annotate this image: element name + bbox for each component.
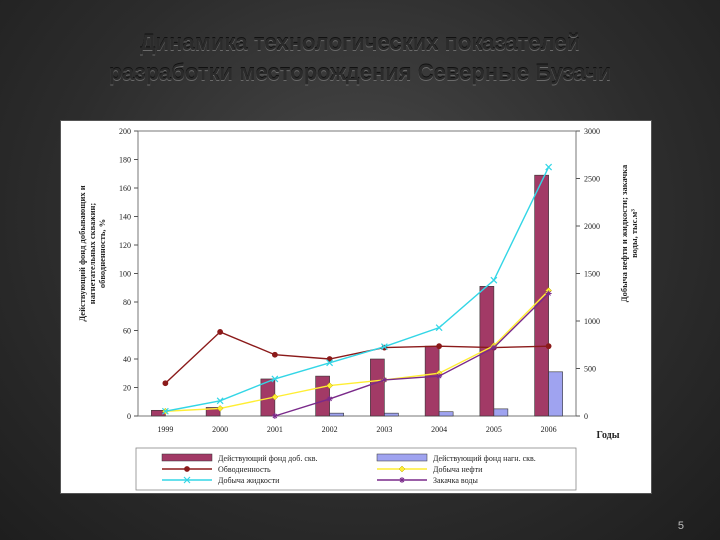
- point-obvodnennost: [217, 329, 224, 335]
- bar-fond-dob: [315, 375, 330, 417]
- x-tick-label: 1999: [157, 425, 173, 434]
- y-left-tick-label: 120: [119, 241, 131, 250]
- x-tick-label: 2000: [212, 425, 228, 434]
- y-left-tick-label: 160: [119, 184, 131, 193]
- page-number: 5: [677, 520, 684, 532]
- bar-fond-dob: [370, 358, 385, 417]
- bar-fond-nagn: [384, 412, 399, 417]
- legend-swatch: [376, 453, 428, 462]
- y-left-tick-label: 20: [123, 384, 131, 393]
- y-left-axis-title-line: обводненность, %: [97, 219, 107, 288]
- x-tick-label: 2005: [486, 425, 502, 434]
- slide-title-line-1: Динамика технологических показателей: [139, 30, 581, 55]
- point-obvodnennost: [545, 343, 552, 350]
- bar-fond-nagn: [493, 408, 509, 417]
- x-tick-label: 2002: [322, 425, 338, 434]
- y-right-tick-label: 0: [584, 412, 588, 421]
- point-dobycha-zhidkosti: [490, 276, 498, 284]
- y-right-tick-label: 2500: [584, 175, 600, 184]
- point-zakachka-vody: [490, 344, 497, 351]
- y-right-tick-label: 1000: [584, 317, 600, 326]
- chart-svg: 0204060801001201401601802000500100015002…: [77, 127, 639, 491]
- legend-label: Добыча нефти: [433, 465, 483, 474]
- y-right-tick-label: 500: [584, 365, 596, 374]
- point-zakachka-vody: [381, 376, 388, 383]
- line-dobycha-nefti: [165, 290, 550, 412]
- point-obvodnennost: [162, 380, 169, 387]
- bar-fond-nagn: [329, 412, 344, 417]
- point-dobycha-nefti: [326, 382, 333, 389]
- slide-title-line-2: разработки месторождения Северные Бузачи: [108, 60, 612, 85]
- slide-title: Динамика технологических показателей раз…: [0, 28, 720, 88]
- legend-marker: [399, 477, 405, 483]
- legend-label: Обводненность: [218, 465, 271, 474]
- y-left-tick-label: 140: [119, 213, 131, 222]
- point-dobycha-zhidkosti: [216, 397, 224, 405]
- bar-fond-nagn: [548, 371, 563, 417]
- y-right-tick-label: 3000: [584, 127, 600, 136]
- legend-marker: [183, 476, 191, 484]
- point-dobycha-zhidkosti: [380, 343, 388, 351]
- x-axis-title: Годы: [596, 430, 619, 441]
- line-dobycha-zhidkosti: [165, 166, 550, 412]
- point-obvodnennost: [271, 351, 278, 358]
- line-zakachka-vody: [274, 292, 550, 417]
- y-right-axis-title-line: Добыча нефти и жидкости; закачка: [619, 164, 629, 302]
- legend-label: Действующий фонд доб. скв.: [218, 454, 318, 463]
- y-right-tick-label: 1500: [584, 270, 600, 279]
- x-tick-label: 2001: [267, 425, 283, 434]
- y-left-axis-title-line: Действующий фонд добывающих и: [77, 185, 87, 321]
- point-dobycha-nefti: [216, 405, 224, 412]
- point-zakachka-vody: [271, 413, 278, 419]
- x-tick-label: 2003: [376, 425, 392, 434]
- point-zakachka-vody: [545, 290, 552, 297]
- bar-fond-dob: [424, 345, 440, 417]
- legend-marker: [398, 465, 406, 473]
- y-right-axis-title-line: воды, тыс.м³: [629, 209, 639, 258]
- point-dobycha-zhidkosti: [326, 359, 334, 367]
- point-dobycha-zhidkosti: [161, 407, 169, 415]
- legend-swatch: [161, 453, 213, 462]
- legend-marker: [184, 466, 190, 472]
- y-left-tick-label: 80: [123, 298, 131, 307]
- y-left-axis-title-line: нагнетательных скважин;: [87, 203, 97, 305]
- line-obvodnennost: [164, 331, 549, 384]
- point-obvodnennost: [436, 343, 443, 350]
- y-left-tick-label: 40: [123, 355, 131, 364]
- point-dobycha-zhidkosti: [545, 163, 553, 171]
- x-tick-label: 2004: [431, 425, 447, 434]
- point-dobycha-nefti: [271, 393, 279, 401]
- x-tick-label: 2006: [541, 425, 557, 434]
- legend-label: Действующий фонд нагн. скв.: [433, 454, 536, 463]
- y-left-tick-label: 0: [127, 412, 131, 421]
- y-right-axis-title: Добыча нефти и жидкости; закачка воды, ты…: [619, 164, 639, 302]
- y-left-axis-title: Действующий фонд добывающих и нагнетатель…: [77, 185, 107, 321]
- bar-fond-nagn: [438, 411, 454, 417]
- y-left-tick-label: 180: [119, 156, 131, 165]
- point-zakachka-vody: [436, 373, 443, 380]
- y-left-tick-label: 200: [119, 127, 131, 136]
- point-dobycha-zhidkosti: [271, 375, 279, 383]
- point-dobycha-zhidkosti: [435, 324, 443, 332]
- point-obvodnennost: [326, 356, 333, 362]
- plot-area: [137, 130, 577, 417]
- y-left-tick-label: 100: [119, 270, 131, 279]
- point-zakachka-vody: [326, 395, 333, 402]
- y-left-tick-label: 60: [123, 327, 131, 336]
- legend-label: Добыча жидкости: [218, 476, 280, 485]
- legend-label: Закачка воды: [433, 476, 478, 485]
- y-right-tick-label: 2000: [584, 222, 600, 231]
- chart-frame: 0 20 40 60 80 100 120 140 160 180 200 0 500 1000 1500 2…: [60, 120, 652, 494]
